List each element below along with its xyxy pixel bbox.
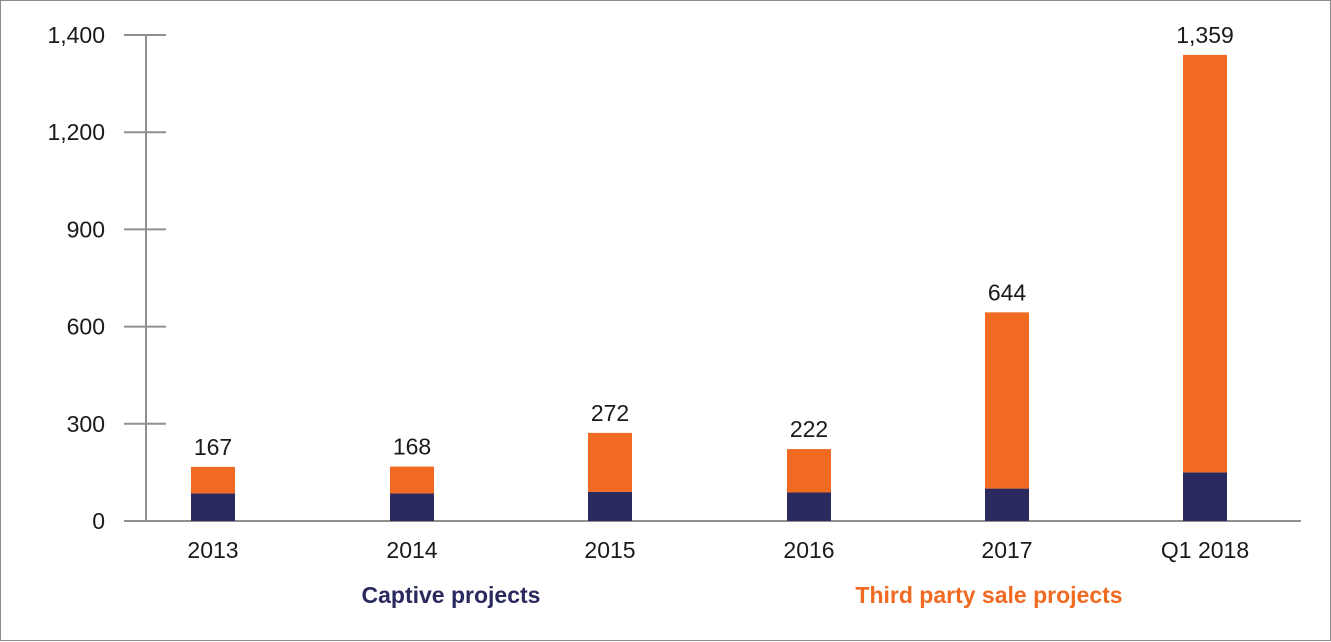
total-label: 167 bbox=[194, 434, 232, 460]
category-label: 2016 bbox=[783, 537, 834, 563]
bars bbox=[191, 54, 1227, 521]
bar-captive bbox=[191, 493, 235, 521]
bar-third-party bbox=[985, 312, 1029, 489]
total-label: 168 bbox=[393, 434, 431, 460]
category-label: 2015 bbox=[584, 537, 635, 563]
data-labels: 167 168 272 222 644 1,359 bbox=[194, 22, 1234, 460]
legend-captive: Captive projects bbox=[362, 582, 541, 608]
bar-captive bbox=[1183, 472, 1227, 521]
axes bbox=[124, 35, 1301, 522]
bar-captive bbox=[787, 492, 831, 521]
total-label: 1,359 bbox=[1176, 22, 1234, 48]
y-tick-label: 600 bbox=[67, 314, 105, 340]
y-tick-label: 900 bbox=[67, 216, 105, 242]
y-tick-label: 300 bbox=[67, 411, 105, 437]
category-label: 2017 bbox=[981, 537, 1032, 563]
y-ticks: 0 300 600 900 1,200 1,400 bbox=[47, 22, 166, 534]
total-label: 272 bbox=[591, 400, 629, 426]
category-labels: 2013 2014 2015 2016 2017 Q1 2018 bbox=[187, 537, 1249, 563]
total-label: 644 bbox=[988, 279, 1027, 305]
legend: Captive projects Third party sale projec… bbox=[362, 582, 1123, 608]
bar-captive bbox=[390, 493, 434, 521]
total-label: 222 bbox=[790, 416, 828, 442]
category-label: 2014 bbox=[386, 537, 437, 563]
bar-third-party bbox=[390, 466, 434, 494]
y-tick-label: 1,200 bbox=[47, 119, 105, 145]
category-label: 2013 bbox=[187, 537, 238, 563]
y-tick-label: 1,400 bbox=[47, 22, 105, 48]
bar-captive bbox=[588, 491, 632, 521]
bar-third-party bbox=[191, 466, 235, 494]
legend-third-party: Third party sale projects bbox=[855, 582, 1122, 608]
bar-captive bbox=[985, 488, 1029, 521]
y-tick-label: 0 bbox=[92, 508, 105, 534]
bar-third-party bbox=[787, 449, 831, 493]
category-label: Q1 2018 bbox=[1161, 537, 1249, 563]
bar-third-party bbox=[1183, 54, 1227, 473]
bar-third-party bbox=[588, 432, 632, 492]
